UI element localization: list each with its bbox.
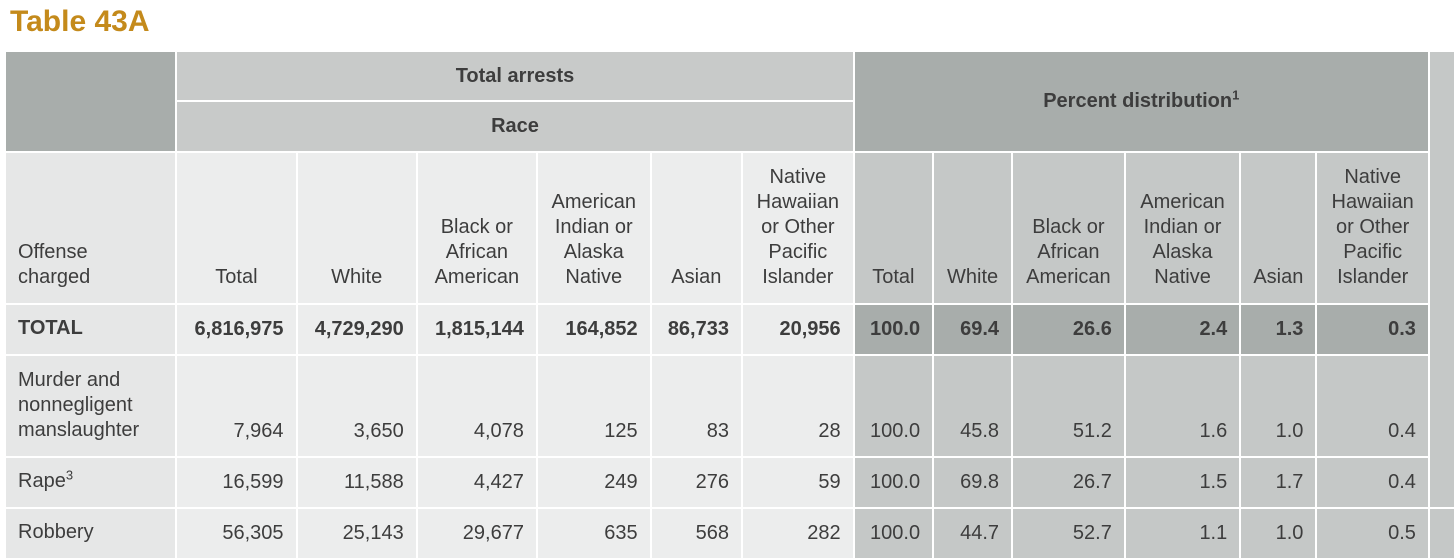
row-label-text: Rape <box>18 470 66 492</box>
rape-footnote: 3 <box>65 467 74 483</box>
percent-cell: 1.1 <box>1123 507 1242 560</box>
count-cell: 282 <box>740 507 855 560</box>
count-cell: 11,588 <box>295 456 418 509</box>
percent-cell: 1.3 <box>1239 303 1318 356</box>
count-cell: 635 <box>535 507 652 560</box>
arrests-table: Total arrests Percent distribution1 Race… <box>3 50 1456 560</box>
right-edge <box>1427 507 1456 560</box>
percent-cell: 26.6 <box>1011 303 1126 356</box>
pct-header-total: Total <box>852 151 935 305</box>
percent-cell: 1.0 <box>1239 507 1318 560</box>
race-header: Race <box>175 100 855 153</box>
percent-cell: 100.0 <box>852 303 935 356</box>
count-cell: 83 <box>649 354 743 458</box>
count-cell: 29,677 <box>415 507 538 560</box>
count-cell: 16,599 <box>175 456 298 509</box>
pct-header-american-indian: American Indian or Alaska Native <box>1123 151 1242 305</box>
percent-cell: 1.7 <box>1239 456 1318 509</box>
percent-cell: 69.4 <box>932 303 1014 356</box>
col-header-american-indian: American Indian or Alaska Native <box>535 151 652 305</box>
pct-header-native-hawaiian: Native Hawaiian or Other Pacific Islande… <box>1315 151 1430 305</box>
table-title: Table 43A <box>10 5 150 38</box>
count-cell: 3,650 <box>295 354 418 458</box>
col-header-black: Black or African American <box>415 151 538 305</box>
count-cell: 4,078 <box>415 354 538 458</box>
percent-cell: 100.0 <box>852 456 935 509</box>
col-header-white: White <box>295 151 418 305</box>
percent-cell: 0.5 <box>1315 507 1430 560</box>
percent-distribution-label: Percent distribution <box>1043 90 1233 112</box>
table-row-robbery: Robbery 56,305 25,143 29,677 635 568 282… <box>3 507 1456 560</box>
percent-cell: 51.2 <box>1011 354 1126 458</box>
percent-distribution-header: Percent distribution1 <box>852 50 1430 153</box>
col-header-asian: Asian <box>649 151 743 305</box>
row-label: TOTAL <box>3 303 178 356</box>
percent-cell: 69.8 <box>932 456 1014 509</box>
count-cell: 4,427 <box>415 456 538 509</box>
count-cell: 86,733 <box>649 303 743 356</box>
pct-header-black: Black or African American <box>1011 151 1126 305</box>
percent-cell: 26.7 <box>1011 456 1126 509</box>
pct-header-asian: Asian <box>1239 151 1318 305</box>
offense-charged-header: Offense charged <box>3 151 178 305</box>
count-cell: 7,964 <box>175 354 298 458</box>
percent-cell: 100.0 <box>852 354 935 458</box>
col-header-total: Total <box>175 151 298 305</box>
count-cell: 1,815,144 <box>415 303 538 356</box>
count-cell: 276 <box>649 456 743 509</box>
percent-cell: 1.5 <box>1123 456 1242 509</box>
count-cell: 56,305 <box>175 507 298 560</box>
count-cell: 4,729,290 <box>295 303 418 356</box>
percent-cell: 2.4 <box>1123 303 1242 356</box>
count-cell: 25,143 <box>295 507 418 560</box>
percent-cell: 1.6 <box>1123 354 1242 458</box>
pct-header-white: White <box>932 151 1014 305</box>
percent-cell: 45.8 <box>932 354 1014 458</box>
percent-cell: 0.4 <box>1315 354 1430 458</box>
table-row-murder: Murder and nonnegligent manslaughter 7,9… <box>3 354 1455 458</box>
percent-cell: 0.3 <box>1315 303 1430 356</box>
count-cell: 6,816,975 <box>175 303 298 356</box>
right-edge <box>1427 50 1456 509</box>
total-arrests-header: Total arrests <box>175 50 855 102</box>
count-cell: 125 <box>535 354 652 458</box>
percent-cell: 0.4 <box>1315 456 1430 509</box>
row-label: Murder and nonnegligent manslaughter <box>3 354 178 458</box>
count-cell: 59 <box>740 456 855 509</box>
corner-cell <box>3 50 178 153</box>
count-cell: 28 <box>740 354 855 458</box>
count-cell: 20,956 <box>740 303 855 356</box>
count-cell: 568 <box>649 507 743 560</box>
table-row-rape: Rape3 16,599 11,588 4,427 249 276 59 100… <box>3 456 1455 509</box>
row-label: Rape3 <box>3 456 178 509</box>
percent-cell: 52.7 <box>1011 507 1126 560</box>
percent-cell: 100.0 <box>852 507 935 560</box>
count-cell: 164,852 <box>535 303 652 356</box>
table-row-total: TOTAL 6,816,975 4,729,290 1,815,144 164,… <box>3 303 1455 356</box>
row-label: Robbery <box>3 507 178 560</box>
count-cell: 249 <box>535 456 652 509</box>
percent-footnote: 1 <box>1232 87 1240 103</box>
percent-cell: 1.0 <box>1239 354 1318 458</box>
col-header-native-hawaiian: Native Hawaiian or Other Pacific Islande… <box>740 151 855 305</box>
percent-cell: 44.7 <box>932 507 1014 560</box>
